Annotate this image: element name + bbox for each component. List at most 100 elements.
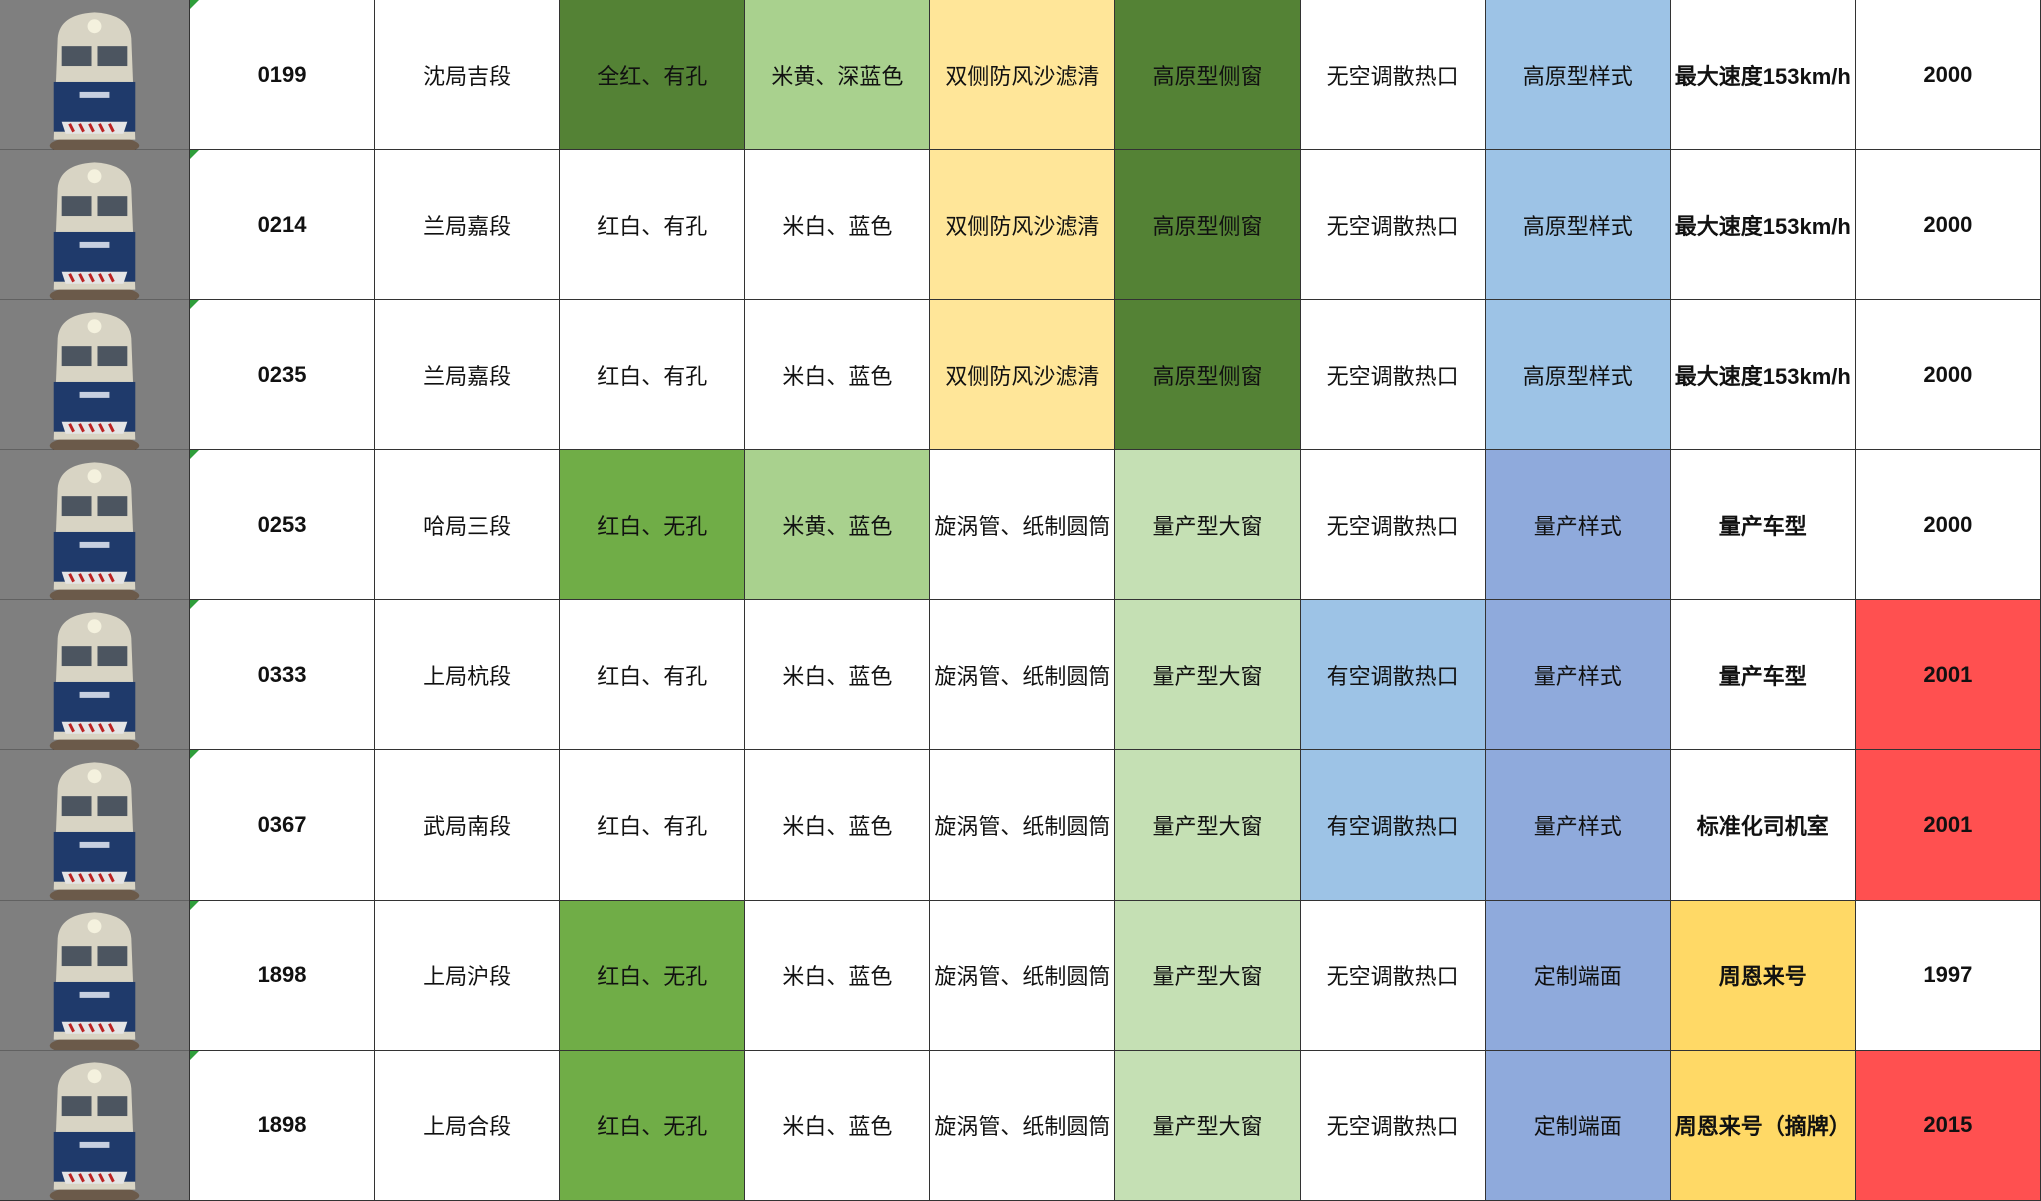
table-cell: 0235 bbox=[190, 300, 376, 451]
table-cell: 1898 bbox=[190, 1050, 376, 1201]
comment-marker bbox=[190, 600, 199, 610]
comment-marker bbox=[190, 750, 199, 760]
table-cell: 无空调散热口 bbox=[1300, 900, 1486, 1051]
table-cell: 0253 bbox=[190, 450, 376, 601]
table-cell: 哈局三段 bbox=[375, 450, 561, 601]
comment-marker bbox=[190, 1050, 199, 1060]
table-cell: 米白、蓝色 bbox=[745, 150, 931, 301]
photo-cell bbox=[0, 300, 190, 451]
table-cell: 量产样式 bbox=[1485, 450, 1671, 601]
table-cell: 量产型大窗 bbox=[1115, 450, 1301, 601]
table-cell: 2001 bbox=[1855, 600, 2041, 751]
table-cell: 上局杭段 bbox=[375, 600, 561, 751]
table-cell: 2000 bbox=[1855, 450, 2041, 601]
comment-marker bbox=[190, 900, 199, 910]
table-cell: 量产车型 bbox=[1670, 450, 1856, 601]
table-cell: 双侧防风沙滤清 bbox=[930, 150, 1116, 301]
table-cell: 旋涡管、纸制圆筒 bbox=[930, 1050, 1116, 1201]
table-cell: 米黄、蓝色 bbox=[745, 450, 931, 601]
table-cell: 兰局嘉段 bbox=[375, 150, 561, 301]
table-cell: 量产样式 bbox=[1485, 600, 1671, 751]
table-cell: 0333 bbox=[190, 600, 376, 751]
table-cell: 1898 bbox=[190, 900, 376, 1051]
table-cell: 兰局嘉段 bbox=[375, 300, 561, 451]
table-cell: 无空调散热口 bbox=[1300, 300, 1486, 451]
table-cell: 旋涡管、纸制圆筒 bbox=[930, 450, 1116, 601]
comment-marker bbox=[190, 300, 199, 310]
locomotive-image bbox=[0, 1050, 189, 1201]
table-cell: 量产型大窗 bbox=[1115, 600, 1301, 751]
locomotive-image bbox=[0, 750, 189, 901]
table-cell: 2000 bbox=[1855, 150, 2041, 301]
photo-cell bbox=[0, 150, 190, 301]
table-cell: 1997 bbox=[1855, 900, 2041, 1051]
locomotive-image bbox=[0, 450, 189, 600]
table-cell: 旋涡管、纸制圆筒 bbox=[930, 900, 1116, 1051]
table-cell: 无空调散热口 bbox=[1300, 0, 1486, 151]
table-cell: 红白、有孔 bbox=[560, 750, 746, 901]
table-cell: 米白、蓝色 bbox=[745, 1050, 931, 1201]
table-cell: 量产型大窗 bbox=[1115, 750, 1301, 901]
table-cell: 米白、蓝色 bbox=[745, 750, 931, 901]
table-cell: 最大速度153km/h bbox=[1670, 300, 1856, 451]
table-cell: 高原型样式 bbox=[1485, 0, 1671, 151]
table-cell: 全红、有孔 bbox=[560, 0, 746, 151]
table-cell: 红白、有孔 bbox=[560, 600, 746, 751]
table-cell: 上局沪段 bbox=[375, 900, 561, 1051]
table-cell: 双侧防风沙滤清 bbox=[930, 0, 1116, 151]
table-cell: 最大速度153km/h bbox=[1670, 150, 1856, 301]
photo-cell bbox=[0, 750, 190, 901]
table-cell: 无空调散热口 bbox=[1300, 450, 1486, 601]
photo-cell bbox=[0, 0, 190, 151]
table-cell: 武局南段 bbox=[375, 750, 561, 901]
locomotive-image bbox=[0, 0, 189, 150]
table-cell: 上局合段 bbox=[375, 1050, 561, 1201]
photo-cell bbox=[0, 600, 190, 751]
table-cell: 2000 bbox=[1855, 0, 2041, 151]
table-cell: 红白、无孔 bbox=[560, 450, 746, 601]
table-cell: 0214 bbox=[190, 150, 376, 301]
table-cell: 2001 bbox=[1855, 750, 2041, 901]
photo-cell bbox=[0, 450, 190, 601]
table-cell: 0199 bbox=[190, 0, 376, 151]
table-cell: 红白、有孔 bbox=[560, 150, 746, 301]
table-cell: 米黄、深蓝色 bbox=[745, 0, 931, 151]
table-cell: 米白、蓝色 bbox=[745, 600, 931, 751]
table-cell: 量产车型 bbox=[1670, 600, 1856, 751]
table-cell: 米白、蓝色 bbox=[745, 300, 931, 451]
table-cell: 2015 bbox=[1855, 1050, 2041, 1201]
table-cell: 周恩来号 bbox=[1670, 900, 1856, 1051]
comment-marker bbox=[190, 450, 199, 460]
table-cell: 旋涡管、纸制圆筒 bbox=[930, 600, 1116, 751]
table-cell: 高原型样式 bbox=[1485, 150, 1671, 301]
table-cell: 无空调散热口 bbox=[1300, 1050, 1486, 1201]
table-cell: 旋涡管、纸制圆筒 bbox=[930, 750, 1116, 901]
table-cell: 0367 bbox=[190, 750, 376, 901]
locomotive-image bbox=[0, 300, 189, 450]
table-cell: 最大速度153km/h bbox=[1670, 0, 1856, 151]
table-cell: 沈局吉段 bbox=[375, 0, 561, 151]
table-cell: 双侧防风沙滤清 bbox=[930, 300, 1116, 451]
table-cell: 红白、无孔 bbox=[560, 1050, 746, 1201]
table-cell: 有空调散热口 bbox=[1300, 750, 1486, 901]
table-cell: 高原型侧窗 bbox=[1115, 0, 1301, 151]
table-cell: 量产型大窗 bbox=[1115, 1050, 1301, 1201]
comment-marker bbox=[190, 150, 199, 160]
table-cell: 高原型侧窗 bbox=[1115, 300, 1301, 451]
table-cell: 定制端面 bbox=[1485, 900, 1671, 1051]
table-cell: 2000 bbox=[1855, 300, 2041, 451]
table-cell: 有空调散热口 bbox=[1300, 600, 1486, 751]
table-cell: 量产样式 bbox=[1485, 750, 1671, 901]
table-cell: 量产型大窗 bbox=[1115, 900, 1301, 1051]
photo-cell bbox=[0, 900, 190, 1051]
locomotive-image bbox=[0, 900, 189, 1051]
photo-cell bbox=[0, 1050, 190, 1201]
table-cell: 红白、有孔 bbox=[560, 300, 746, 451]
comment-marker bbox=[190, 0, 199, 9]
table-cell: 周恩来号（摘牌） bbox=[1670, 1050, 1856, 1201]
table-cell: 无空调散热口 bbox=[1300, 150, 1486, 301]
table-cell: 高原型样式 bbox=[1485, 300, 1671, 451]
table-cell: 米白、蓝色 bbox=[745, 900, 931, 1051]
